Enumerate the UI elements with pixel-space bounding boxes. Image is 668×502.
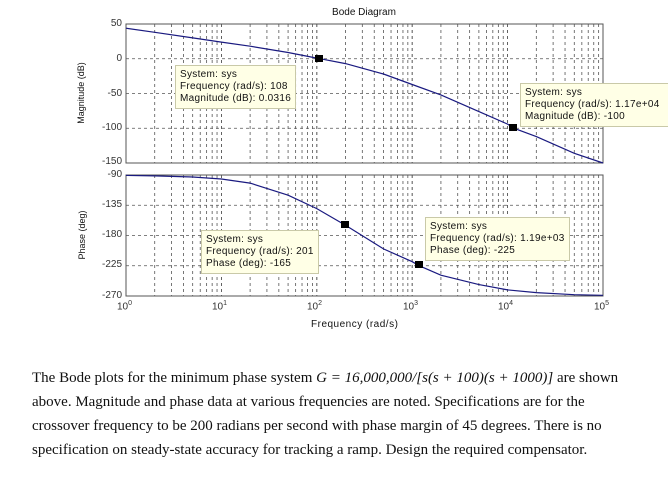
x-tick: 102 <box>307 300 323 313</box>
datatip-phase-201: System: sys Frequency (rad/s): 201 Phase… <box>201 230 319 274</box>
datatip-magnitude-1e4: System: sys Frequency (rad/s): 1.17e+04 … <box>520 83 668 127</box>
mag-tick: -150 <box>101 156 122 167</box>
mag-tick: 0 <box>116 53 122 64</box>
x-tick: 103 <box>403 300 419 313</box>
mag-tick: 50 <box>110 18 122 29</box>
bode-figure: Bode Diagram Magnitude (dB) Phase (deg) … <box>76 7 668 330</box>
phase-tick: -135 <box>101 199 122 210</box>
datatip-marker[interactable] <box>509 124 517 131</box>
transfer-function: G = 16,000,000/[s(s + 100)(s + 1000)] <box>316 370 554 386</box>
mag-tick: -100 <box>101 122 122 133</box>
datatip-marker[interactable] <box>341 221 349 228</box>
datatip-phase-1190: System: sys Frequency (rad/s): 1.19e+03 … <box>425 217 570 261</box>
x-tick: 104 <box>498 300 514 313</box>
x-tick: 105 <box>594 300 610 313</box>
x-tick: 101 <box>212 300 228 313</box>
frequency-axis-label: Frequency (rad/s) <box>311 319 399 330</box>
problem-intro: The Bode plots for the minimum phase sys… <box>32 370 317 386</box>
problem-statement: The Bode plots for the minimum phase sys… <box>32 366 632 462</box>
x-tick: 100 <box>117 300 133 313</box>
phase-tick: -225 <box>101 259 122 270</box>
datatip-magnitude-108: System: sys Frequency (rad/s): 108 Magni… <box>175 65 297 109</box>
datatip-marker[interactable] <box>415 261 423 268</box>
phase-tick: -90 <box>107 169 122 180</box>
mag-tick: -50 <box>107 88 122 99</box>
phase-tick: -180 <box>101 229 122 240</box>
chart-title: Bode Diagram <box>332 7 396 18</box>
problem-body: are shown above. Magnitude and phase dat… <box>32 370 619 458</box>
phase-tick: -270 <box>101 290 122 301</box>
datatip-marker[interactable] <box>315 55 323 62</box>
